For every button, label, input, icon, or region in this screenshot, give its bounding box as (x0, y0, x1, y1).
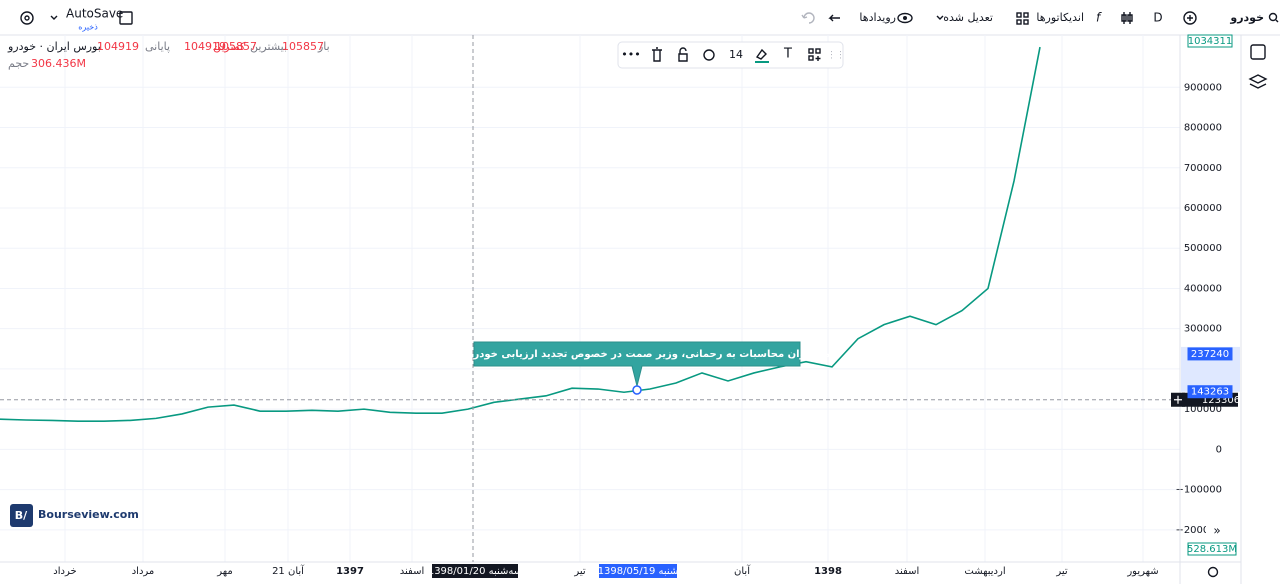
events-button[interactable] (897, 12, 913, 24)
text-tool[interactable]: T (783, 47, 792, 62)
y-tick-label: 500000 (1184, 243, 1222, 254)
search-icon[interactable] (1268, 12, 1279, 23)
x-tick-label: شهریور (1126, 566, 1158, 577)
y-tick-label: 800000 (1184, 123, 1222, 134)
watermark-logo-text: B/ (15, 509, 28, 522)
open-label: باز (317, 40, 330, 53)
settings-tool[interactable] (703, 49, 715, 61)
y-tick-label: 600000 (1184, 203, 1222, 214)
y-tick-label: 100000 (1184, 404, 1222, 415)
y-tick-label: 400000 (1184, 283, 1222, 294)
crosshair-plus[interactable] (1171, 392, 1185, 407)
high-value: 105857 (215, 40, 257, 53)
x-tick-label: مهر (216, 566, 232, 577)
y-tick-label: 700000 (1184, 163, 1222, 174)
time-axis-settings[interactable] (1207, 566, 1219, 578)
autosave-dropdown[interactable] (50, 15, 58, 20)
redo-button[interactable] (801, 12, 815, 24)
fullscreen-checkbox[interactable] (119, 11, 133, 25)
close-value: 104919 (97, 40, 139, 53)
x-tick-label: مرداد (132, 566, 155, 577)
volume-value: 306.436M (31, 57, 86, 70)
price-tag: 1034311 (1188, 36, 1233, 47)
annotation-text: نامه دیوان محاسبات به رحمانی، وزیر صمت د… (436, 349, 838, 360)
indicators-label[interactable]: اندیکاتورها (1036, 11, 1084, 24)
legend-title: بورس ایران · خودرو (7, 40, 101, 53)
y-tick-label: 0 (1216, 444, 1222, 455)
adjustment-dropdown[interactable] (936, 15, 944, 20)
close-label: پایانی (145, 40, 170, 53)
font-size[interactable]: 14 (729, 48, 743, 61)
adjustment-label[interactable]: تعدیل شده (943, 11, 993, 24)
compare-button[interactable] (1183, 11, 1197, 25)
scroll-right-bg (1206, 521, 1228, 541)
layout-button[interactable] (1016, 12, 1029, 25)
price-tag: 143263 (1191, 387, 1229, 398)
marker-date-bg (599, 564, 677, 578)
crosshair-plus-icon (1174, 395, 1182, 404)
low-value: 104919 (184, 40, 226, 53)
plot-area: 900000 800000 700000 600000 500000 400000 3000… (0, 34, 1241, 584)
drawing-toolbar-bg (617, 41, 844, 69)
price-tag-bg (1187, 385, 1233, 399)
watermark-text: Bourseview.com (38, 508, 139, 521)
x-tick-label: تیر (573, 566, 586, 577)
crosshair-date-bg (432, 564, 518, 578)
chart-type-button[interactable] (1121, 12, 1133, 24)
x-tick-label: اسفند (895, 566, 919, 577)
settings-button[interactable] (20, 11, 34, 25)
drawing-toolbar: ••• 14 T ⋮⋮ (617, 41, 845, 69)
x-tick-label: تیر (1055, 566, 1068, 577)
crosshair-price: 123306 (1202, 395, 1240, 406)
lock-button[interactable] (678, 47, 688, 62)
high-label: بیشترین (250, 40, 287, 53)
x-tick-label: اردیبهشت (964, 566, 1005, 577)
price-line (0, 46, 1041, 422)
color-button[interactable] (755, 48, 767, 60)
annotation-callout (473, 341, 801, 387)
annotation-anchor (632, 385, 642, 395)
x-tick-label: 1397 (336, 566, 364, 577)
delete-button[interactable] (652, 47, 662, 62)
volume-tag-bg (1187, 542, 1237, 556)
legend: بورس ایران · خودرو 104919 پایانی 104919 … (7, 40, 330, 70)
x-tick-label: 1398 (814, 566, 842, 577)
scroll-right-button[interactable]: » (1206, 521, 1228, 541)
price-tag-bg (1187, 347, 1233, 361)
layers-button[interactable] (1248, 74, 1268, 89)
template-button[interactable] (808, 48, 821, 61)
crosshair-date: سه‌شنبه 1398/01/20 (428, 566, 522, 577)
undo-button[interactable] (828, 14, 840, 22)
drag-handle[interactable]: ⋮⋮ (827, 51, 845, 61)
watermark: B/ Bourseview.com (10, 504, 139, 527)
x-tick-label: آبان (734, 564, 751, 577)
symbol[interactable]: خودرو (1229, 11, 1264, 24)
x-tick-label: خرداد (53, 566, 76, 577)
volume-tag: 528.613M (1187, 544, 1237, 555)
y-tick-label: 300000 (1184, 324, 1222, 335)
marker-date: شنبه 1398/05/19 (598, 566, 679, 577)
top-toolbar (0, 0, 1280, 35)
indicators-icon[interactable]: f (1096, 11, 1102, 25)
more-button[interactable]: ••• (621, 48, 640, 61)
low-label: کمترین (213, 40, 246, 53)
autosave-status: ذخیره (78, 23, 98, 32)
y-tick-label: −100000 (1175, 485, 1222, 496)
scroll-right-icon: » (1213, 524, 1220, 538)
x-tick-label: اسفند (400, 566, 424, 577)
volume-label: حجم (8, 57, 29, 70)
y-tick-label: −200000 (1175, 525, 1222, 536)
open-value: 105857 (282, 40, 324, 53)
y-tick-label: 900000 (1184, 82, 1222, 93)
price-tag-bg (1187, 34, 1233, 48)
watermark-logo (10, 504, 33, 527)
interval[interactable]: D (1153, 11, 1162, 25)
events-label[interactable]: رویدادها (859, 11, 896, 24)
autosave[interactable]: AutoSave (66, 7, 123, 21)
price-tag: 237240 (1191, 349, 1229, 360)
x-tick-label: 21 آبان (272, 564, 305, 577)
watchlist-button[interactable] (1250, 44, 1266, 60)
